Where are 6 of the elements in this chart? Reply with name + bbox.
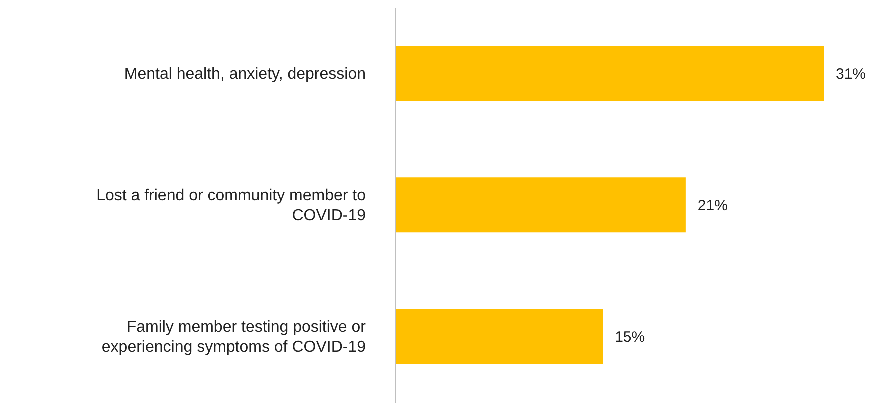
y-tick-label: Lost a friend or community member to COVID-19 xyxy=(96,187,366,224)
y-tick-label: Family member testing positive or experiencing symptoms of COVID-19 xyxy=(102,318,367,356)
data-label: 21% xyxy=(698,197,728,214)
data-label: 31% xyxy=(836,66,866,83)
data-label: 15% xyxy=(615,329,646,346)
y-tick-label: Mental health, anxiety, depression xyxy=(124,65,366,82)
